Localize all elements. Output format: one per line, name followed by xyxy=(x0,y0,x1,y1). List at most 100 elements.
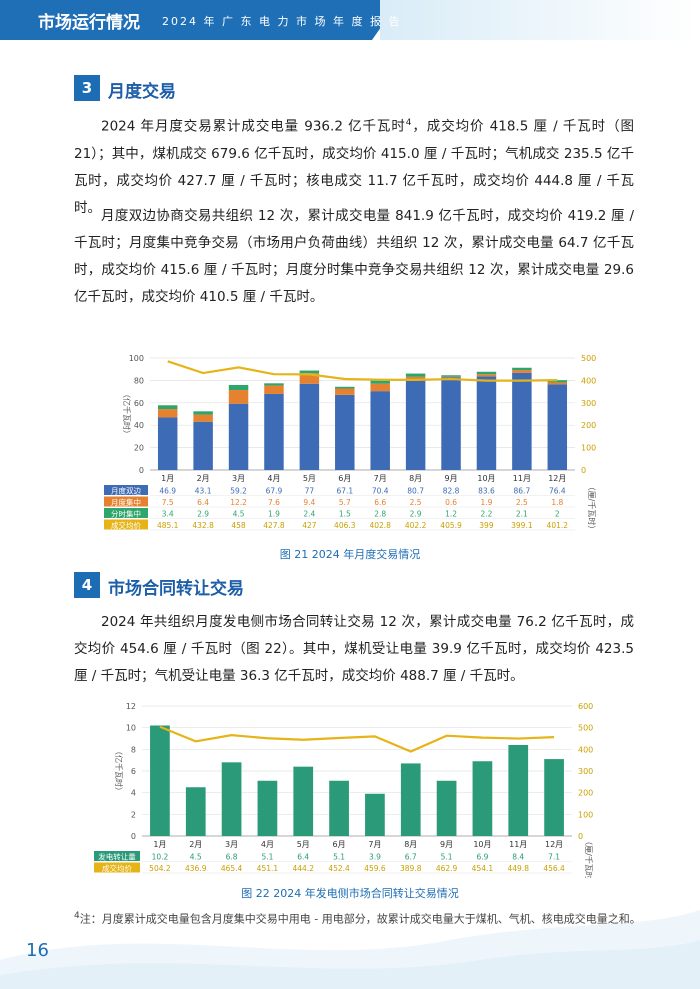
table-value: 43.1 xyxy=(195,486,212,495)
bar-月度双边 xyxy=(405,379,426,470)
table-value: 2.9 xyxy=(410,509,422,518)
x-tick-label: 1月 xyxy=(161,474,174,483)
y-right-tick-label: 200 xyxy=(578,789,593,798)
table-legend-cell xyxy=(104,508,148,518)
table-value: 485.1 xyxy=(157,521,179,530)
bar-月度集中 xyxy=(157,409,178,418)
y-left-tick-label: 8 xyxy=(131,745,136,754)
table-value: 389.8 xyxy=(400,864,422,873)
line-成交均价 xyxy=(167,360,558,382)
table-series-label: 成交均价 xyxy=(102,863,132,873)
bar-月度双边 xyxy=(299,383,320,470)
table-value: 432.8 xyxy=(192,521,214,530)
table-value: 7.1 xyxy=(548,852,560,861)
table-value: 504.2 xyxy=(149,864,171,873)
table-value: 405.9 xyxy=(440,521,462,530)
header-bar: 市场运行情况 2024 年 广 东 电 力 市 场 年 度 报 告 xyxy=(0,0,700,40)
bar-月度集中 xyxy=(476,374,497,377)
table-value: 67.9 xyxy=(266,486,283,495)
table-legend-cell xyxy=(94,851,140,861)
table-value: 399 xyxy=(479,521,494,530)
table-series-label: 月度集中 xyxy=(111,497,141,507)
section-3-number: 3 xyxy=(74,75,100,101)
table-legend-cell xyxy=(104,485,148,495)
y-right-tick-label: 300 xyxy=(581,399,596,408)
x-tick-label: 6月 xyxy=(333,840,346,849)
bar-发电转让量 xyxy=(400,763,421,836)
bar-月度双边 xyxy=(512,372,532,470)
table-value: 8.4 xyxy=(512,852,524,861)
section-3-paragraph-2: 月度双边协商交易共组织 12 次，累计成交电量 841.9 亿千瓦时，成交均价 … xyxy=(74,208,634,305)
chart-22-caption: 图 22 2024 年发电侧市场合同转让交易情况 xyxy=(241,887,459,900)
table-value: 1.8 xyxy=(551,498,563,507)
bar-月度集中 xyxy=(370,383,390,392)
section-4-paragraph-1: 2024 年共组织月度发电侧市场合同转让交易 12 次，累计成交电量 76.2 … xyxy=(74,614,634,684)
table-value: 59.2 xyxy=(230,486,247,495)
table-value: 46.9 xyxy=(159,486,176,495)
section-3-paragraph-1: 2024 年月度交易累计成交电量 936.2 亿千瓦时4，成交均价 418.5 … xyxy=(74,118,634,216)
footnote-marker: 4 xyxy=(74,911,80,921)
table-value: 449.8 xyxy=(508,864,530,873)
bar-月度双边 xyxy=(193,421,213,470)
page-number: 16 xyxy=(26,940,49,961)
x-tick-label: 3月 xyxy=(232,474,245,483)
bar-分时集中 xyxy=(370,380,390,384)
bar-发电转让量 xyxy=(257,780,278,836)
table-value: 82.8 xyxy=(443,486,460,495)
bar-分时集中 xyxy=(476,371,497,375)
x-tick-label: 11月 xyxy=(509,840,527,849)
bar-分时集中 xyxy=(547,380,568,383)
table-value: 2.2 xyxy=(480,509,492,518)
bar-月度集中 xyxy=(264,385,284,394)
x-tick-label: 4月 xyxy=(267,474,280,483)
table-legend-cell xyxy=(104,519,148,530)
bar-发电转让量 xyxy=(329,780,349,836)
bar-发电转让量 xyxy=(472,761,493,836)
table-value: 454.1 xyxy=(472,864,494,873)
table-series-label: 月度双边 xyxy=(111,485,141,495)
bar-月度集中 xyxy=(547,382,568,385)
header-section-title: 市场运行情况 xyxy=(38,13,140,33)
table-value: 3.4 xyxy=(162,509,174,518)
table-value: 6.7 xyxy=(405,852,417,861)
y-right-tick-label: 300 xyxy=(578,767,593,776)
table-value: 5.1 xyxy=(441,852,453,861)
bar-分时集中 xyxy=(264,383,284,386)
table-value: 7.5 xyxy=(162,498,174,507)
table-value: 2.4 xyxy=(303,509,315,518)
y-left-tick-label: 10 xyxy=(126,724,136,733)
x-tick-label: 12月 xyxy=(548,474,566,483)
bar-月度双边 xyxy=(157,417,178,470)
bar-发电转让量 xyxy=(185,787,206,836)
chart-21-caption: 图 21 2024 年月度交易情况 xyxy=(279,548,421,561)
table-value: 2.5 xyxy=(410,498,422,507)
bar-分时集中 xyxy=(157,405,178,410)
table-value: 1.9 xyxy=(268,509,280,518)
bar-发电转让量 xyxy=(221,762,242,836)
x-tick-label: 3月 xyxy=(225,840,238,849)
table-value: 427.8 xyxy=(263,521,285,530)
x-tick-label: 6月 xyxy=(338,474,351,483)
bar-月度双边 xyxy=(228,403,249,470)
bottom-wave-decoration xyxy=(0,910,700,989)
footnote-ref: 4 xyxy=(405,118,412,128)
table-legend-cell xyxy=(94,862,140,873)
table-value: 3.9 xyxy=(369,852,381,861)
y-right-tick-label: 100 xyxy=(578,810,593,819)
x-tick-label: 4月 xyxy=(261,840,274,849)
section-4-title: 市场合同转让交易 xyxy=(108,579,244,599)
x-tick-label: 9月 xyxy=(440,840,453,849)
bar-月度集中 xyxy=(228,390,249,404)
table-value: 402.8 xyxy=(369,521,391,530)
table-value: 10.2 xyxy=(152,852,169,861)
bar-分时集中 xyxy=(512,367,532,371)
y-right-tick-label: 600 xyxy=(578,702,593,711)
bar-发电转让量 xyxy=(508,745,529,836)
table-value: 5.1 xyxy=(261,852,273,861)
table-value: 7.6 xyxy=(268,498,280,507)
table-value: 402.2 xyxy=(405,521,427,530)
table-value: 4.5 xyxy=(233,509,245,518)
table-value: 6.4 xyxy=(297,852,309,861)
x-tick-label: 1月 xyxy=(153,840,166,849)
chart-22: 0 2 4 6 8 10 12 0 100 200 300 400 500 600 （亿千瓦时） 1月 2月 3月… xyxy=(94,702,594,878)
